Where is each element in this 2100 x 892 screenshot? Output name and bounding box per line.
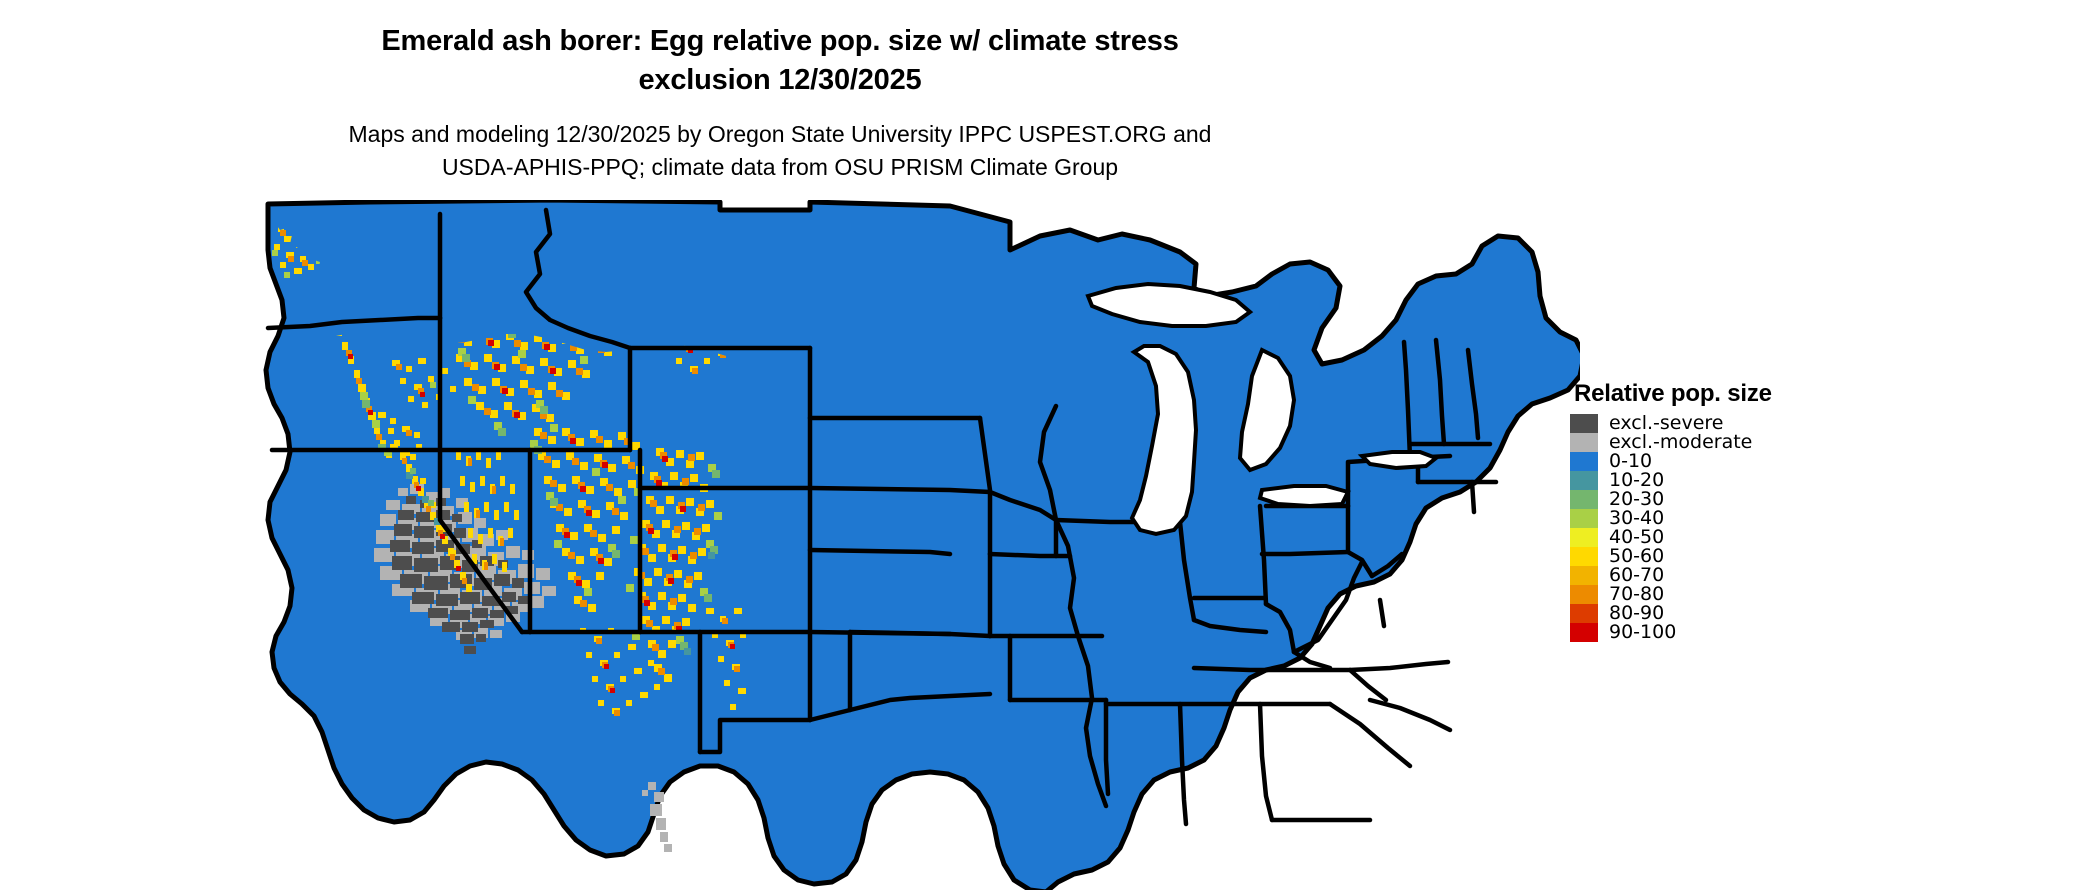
border-ny-vt bbox=[1401, 339, 1413, 461]
legend-item: 40-50 bbox=[1570, 528, 1870, 547]
border-nc-tn bbox=[1347, 667, 1389, 703]
legend-items: excl.-severe excl.-moderate 0-10 10-20 20-30… bbox=[1570, 414, 1870, 642]
raster-nevada-ranges bbox=[456, 450, 519, 572]
title-line-1: Emerald ash borer: Egg relative pop. siz… bbox=[381, 25, 1179, 57]
legend-label: 80-90 bbox=[1609, 602, 1665, 624]
border-il-ky bbox=[1191, 617, 1269, 635]
border-ia-mo bbox=[987, 551, 1073, 559]
lake-superior bbox=[1085, 281, 1254, 328]
border-md-de bbox=[1377, 597, 1387, 629]
legend-item: 30-40 bbox=[1570, 509, 1870, 528]
border-ct-ri bbox=[1469, 479, 1477, 515]
border-ok-tx bbox=[807, 691, 993, 723]
legend-label: 0-10 bbox=[1609, 450, 1653, 472]
legend-label: 10-20 bbox=[1609, 469, 1665, 491]
border-il-in bbox=[1177, 519, 1197, 623]
raster-utah-great-basin bbox=[530, 428, 644, 612]
border-nc-sc bbox=[1367, 697, 1453, 733]
border-in-oh bbox=[1257, 503, 1269, 607]
border-mississippi-river bbox=[1053, 517, 1109, 809]
legend-item: excl.-severe bbox=[1570, 414, 1870, 433]
excl-moderate-south-texas bbox=[642, 782, 672, 852]
border-nm-tx bbox=[697, 717, 813, 755]
raster-sierra-nevada bbox=[388, 428, 472, 592]
state-boundaries bbox=[265, 207, 1499, 827]
legend-label: 30-40 bbox=[1609, 507, 1665, 529]
border-id-mt bbox=[523, 207, 633, 351]
border-ia-border bbox=[987, 489, 1059, 523]
legend-item: 0-10 bbox=[1570, 452, 1870, 471]
legend-item: excl.-moderate bbox=[1570, 433, 1870, 452]
legend-swatch bbox=[1570, 509, 1598, 528]
legend-swatch bbox=[1570, 471, 1598, 490]
border-sd-ne bbox=[807, 485, 993, 495]
legend-swatch bbox=[1570, 547, 1598, 566]
legend-item: 80-90 bbox=[1570, 604, 1870, 623]
legend-item: 50-60 bbox=[1570, 547, 1870, 566]
legend-item: 60-70 bbox=[1570, 566, 1870, 585]
subtitle-line-1: Maps and modeling 12/30/2025 by Oregon S… bbox=[348, 121, 1212, 147]
legend-swatch bbox=[1570, 604, 1598, 623]
border-mn-wi bbox=[1037, 403, 1059, 523]
border-mn-east bbox=[977, 415, 993, 493]
title-line-2: exclusion 12/30/2025 bbox=[638, 64, 922, 96]
border-la-ms-gulf bbox=[1103, 697, 1111, 797]
raster-oregon bbox=[336, 330, 456, 458]
legend-swatch bbox=[1570, 623, 1598, 642]
great-lakes bbox=[1085, 281, 1440, 537]
legend-swatch bbox=[1570, 585, 1598, 604]
border-ky-va bbox=[1291, 649, 1333, 671]
map-legend: Relative pop. size excl.-severe excl.-mod… bbox=[1570, 380, 1870, 642]
legend-swatch bbox=[1570, 528, 1598, 547]
legend-item: 90-100 bbox=[1570, 623, 1870, 642]
lake-erie bbox=[1257, 484, 1351, 509]
border-ms-al bbox=[1177, 701, 1189, 827]
border-pa-md bbox=[1259, 503, 1351, 557]
legend-item: 10-20 bbox=[1570, 471, 1870, 490]
legend-label: 40-50 bbox=[1609, 526, 1665, 548]
lake-ontario bbox=[1357, 450, 1440, 471]
page-subtitle: Maps and modeling 12/30/2025 by Oregon S… bbox=[0, 118, 1560, 184]
legend-label: excl.-moderate bbox=[1609, 431, 1753, 453]
legend-swatch bbox=[1570, 433, 1598, 452]
legend-swatch bbox=[1570, 490, 1598, 509]
border-nh-me bbox=[1465, 347, 1481, 441]
border-nj-ny bbox=[1369, 551, 1405, 579]
legend-item: 20-30 bbox=[1570, 490, 1870, 509]
legend-label: 20-30 bbox=[1609, 488, 1665, 510]
legend-label: 50-60 bbox=[1609, 545, 1665, 567]
legend-label: 90-100 bbox=[1609, 621, 1677, 643]
border-ne-ks bbox=[807, 547, 953, 557]
border-tx-ok-north bbox=[847, 629, 953, 637]
border-al-ga bbox=[1257, 701, 1275, 823]
lake-michigan bbox=[1129, 344, 1199, 537]
border-wa-or bbox=[265, 315, 443, 331]
page-title: Emerald ash borer: Egg relative pop. siz… bbox=[0, 22, 1560, 100]
border-va-nc bbox=[1347, 659, 1451, 673]
border-sc-ga bbox=[1327, 701, 1413, 769]
legend-label: 60-70 bbox=[1609, 564, 1665, 586]
border-oh-wv bbox=[1263, 601, 1297, 655]
border-wv-va bbox=[1291, 559, 1365, 655]
us-choropleth-map bbox=[250, 200, 1580, 890]
legend-swatch bbox=[1570, 566, 1598, 585]
legend-item: 70-80 bbox=[1570, 585, 1870, 604]
subtitle-line-2: USDA-APHIS-PPQ; climate data from OSU PR… bbox=[441, 154, 1119, 180]
legend-swatch bbox=[1570, 452, 1598, 471]
lake-huron bbox=[1237, 347, 1297, 473]
legend-swatch bbox=[1570, 414, 1598, 433]
map-canvas bbox=[263, 200, 1580, 890]
legend-label: excl.-severe bbox=[1609, 412, 1724, 434]
legend-label: 70-80 bbox=[1609, 583, 1665, 605]
border-vt-nh bbox=[1433, 337, 1447, 447]
border-ca-nv bbox=[437, 447, 525, 635]
legend-title: Relative pop. size bbox=[1574, 380, 1772, 407]
